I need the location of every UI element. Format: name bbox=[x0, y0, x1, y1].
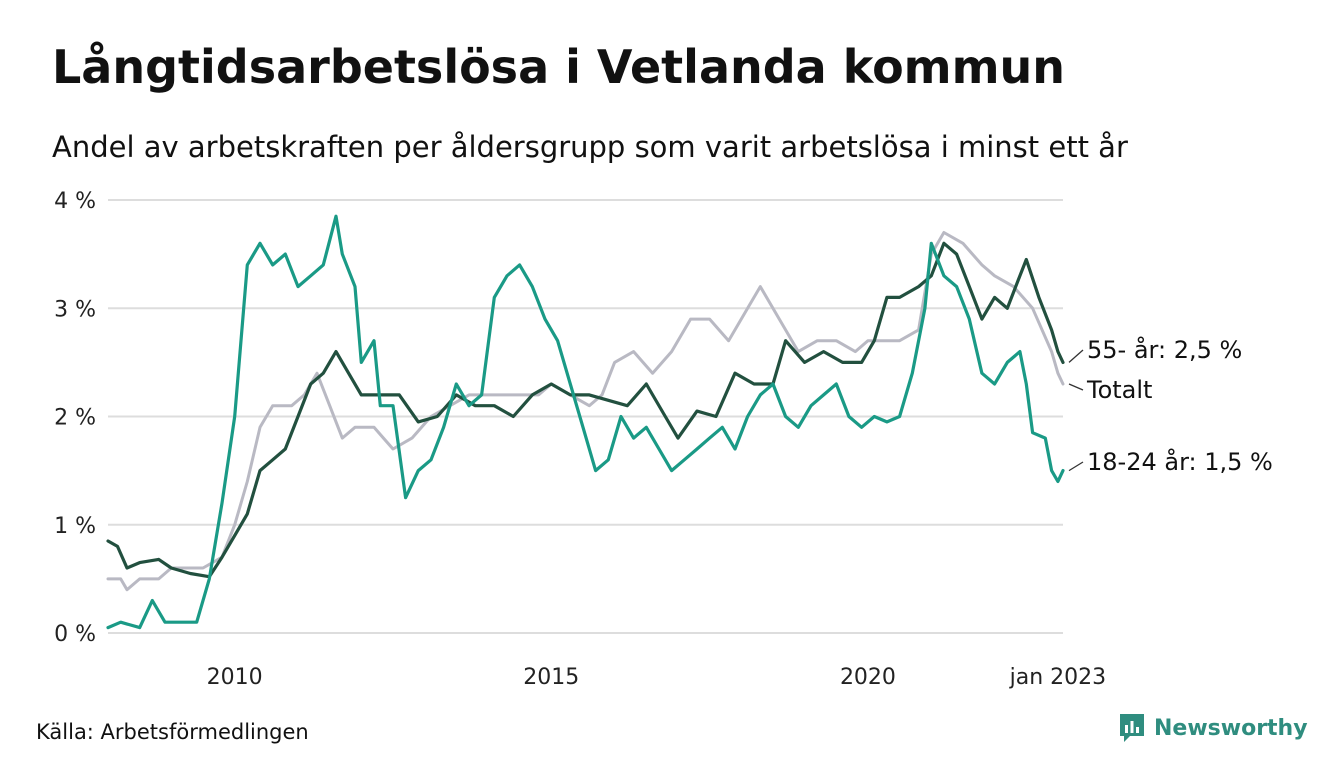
source-note: Källa: Arbetsförmedlingen bbox=[36, 720, 309, 744]
grid-lines bbox=[108, 199, 1063, 634]
x-tick-label: 2020 bbox=[840, 665, 896, 690]
x-tick-label: jan 2023 bbox=[1009, 665, 1107, 690]
series-line-total bbox=[106, 231, 1065, 592]
brand-name: Newsworthy bbox=[1154, 715, 1308, 741]
y-tick-label: 1 % bbox=[54, 514, 96, 539]
y-tick-label: 4 % bbox=[54, 189, 96, 214]
end-label-connector-young bbox=[1068, 461, 1084, 472]
y-axis-ticks: 0 % 1 % 2 % 3 % 4 % bbox=[54, 189, 96, 647]
end-label-connector-old bbox=[1068, 349, 1084, 363]
brand-logo: Newsworthy bbox=[1118, 712, 1308, 744]
end-label-total: Totalt bbox=[1086, 376, 1152, 404]
series-line-young bbox=[106, 214, 1065, 630]
chart-subtitle: Andel av arbetskraften per åldersgrupp s… bbox=[52, 130, 1128, 164]
y-tick-label: 0 % bbox=[54, 622, 96, 647]
end-label-connector-total bbox=[1068, 383, 1084, 391]
x-tick-label: 2010 bbox=[207, 665, 263, 690]
end-label-old: 55- år: 2,5 % bbox=[1087, 335, 1242, 364]
end-label-young: 18-24 år: 1,5 % bbox=[1087, 447, 1273, 476]
series-end-labels: Totalt 55- år: 2,5 % 18-24 år: 1,5 % bbox=[1068, 335, 1273, 476]
chart-title: Långtidsarbetslösa i Vetlanda kommun bbox=[52, 40, 1066, 94]
series-lines bbox=[106, 214, 1065, 630]
y-tick-label: 2 % bbox=[54, 406, 96, 431]
newsworthy-logo-icon bbox=[1120, 714, 1144, 742]
series-line-old bbox=[106, 241, 1065, 579]
x-tick-label: 2015 bbox=[523, 665, 579, 690]
y-tick-label: 3 % bbox=[54, 297, 96, 322]
x-axis-ticks: 2010 2015 2020 jan 2023 bbox=[207, 665, 1107, 690]
